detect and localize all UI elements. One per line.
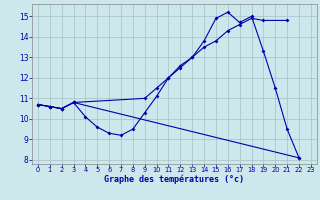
X-axis label: Graphe des températures (°c): Graphe des températures (°c): [104, 175, 244, 184]
